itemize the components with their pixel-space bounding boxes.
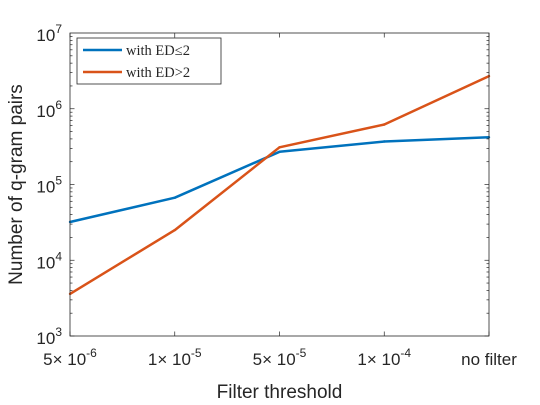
series-1-point-2 — [278, 146, 281, 149]
y-tick-label: 105 — [36, 174, 62, 197]
x-tick-label: no filter — [461, 350, 517, 369]
legend-box — [76, 37, 222, 85]
series-1-point-3 — [383, 123, 386, 126]
y-axis-label: Number of q-gram pairs — [6, 84, 27, 285]
y-tick-label: 104 — [36, 249, 62, 272]
legend: with ED≤2 with ED>2 — [76, 37, 222, 85]
x-tick-label: 1× 10-5 — [148, 346, 202, 369]
x-tick-label: 5× 10-6 — [43, 346, 97, 369]
series-0-point-3 — [383, 140, 386, 143]
series-0-point-2 — [278, 150, 281, 153]
legend-label-ed-gt-2: with ED>2 — [126, 65, 190, 81]
y-tick-label: 107 — [36, 22, 62, 45]
y-tick-labels: 103 104 105 106 107 — [36, 22, 62, 348]
series-layer — [68, 74, 491, 296]
x-tick-labels: 5× 10-6 1× 10-5 5× 10-5 1× 10-4 no filter — [43, 346, 517, 369]
x-tick-label: 5× 10-5 — [253, 346, 307, 369]
series-0-point-1 — [173, 196, 176, 199]
x-tick-label: 1× 10-4 — [357, 346, 411, 369]
y-tick-label: 106 — [36, 98, 62, 121]
legend-label-ed-le-2: with ED≤2 — [126, 43, 190, 59]
series-1-point-1 — [173, 228, 176, 232]
y-tick-label: 103 — [36, 325, 62, 348]
ticks-layer — [69, 33, 490, 337]
x-axis-label: Filter threshold — [217, 382, 343, 403]
